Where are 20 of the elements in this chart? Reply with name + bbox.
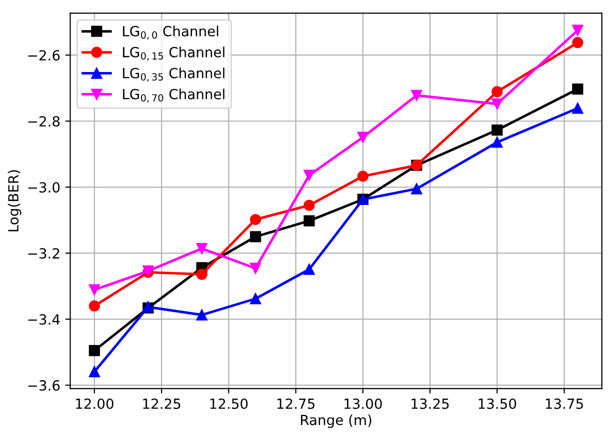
legend-label: LG$_{0,35}$ Channel <box>123 68 224 82</box>
x-tick-label: 12.00 <box>76 398 114 409</box>
y-tick-label: −2.6 <box>28 50 60 61</box>
x-tick-label: 13.00 <box>344 398 382 409</box>
y-axis-title: Log(BER) <box>8 170 22 232</box>
y-tick-label: −3.6 <box>28 380 60 391</box>
y-tick-label: −2.8 <box>28 116 60 127</box>
x-tick-label: 12.50 <box>210 398 248 409</box>
y-tick-label: −3.0 <box>28 182 60 193</box>
x-tick-label: 13.75 <box>546 398 583 409</box>
y-tick-label: −3.4 <box>28 314 60 325</box>
x-tick-label: 13.25 <box>412 398 449 409</box>
legend-label: LG$_{0,70}$ Channel <box>123 88 224 103</box>
x-tick-label: 12.25 <box>143 398 180 409</box>
x-tick-label: 12.75 <box>277 398 314 409</box>
legend-label: LG$_{0,0}$ Channel <box>123 26 218 40</box>
x-axis-title: Range (m) <box>301 414 372 428</box>
legend-label: LG$_{0,15}$ Channel <box>123 46 224 61</box>
y-tick-label: −3.2 <box>28 248 60 259</box>
x-tick-label: 13.50 <box>478 398 516 409</box>
